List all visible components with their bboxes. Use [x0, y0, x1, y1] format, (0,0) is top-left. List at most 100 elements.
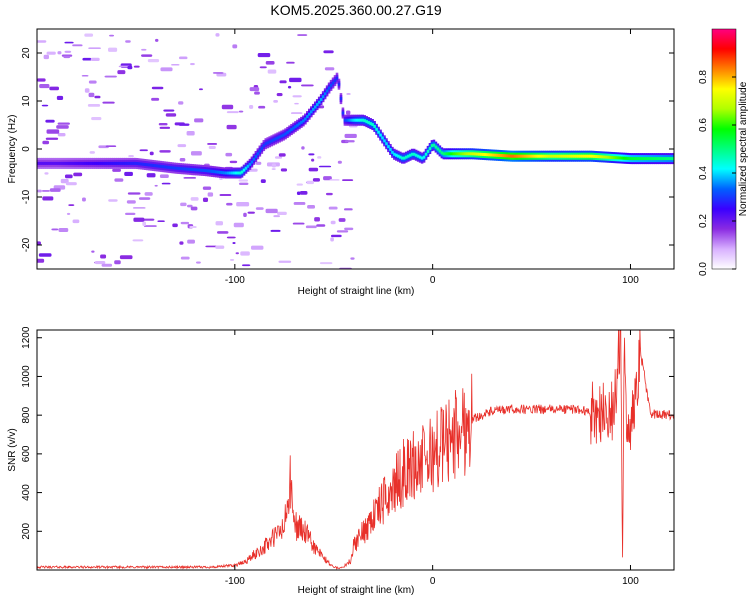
spectrogram-noise-blob — [232, 241, 236, 245]
spectrogram-ridge-segment — [492, 153, 495, 157]
spectrogram-noise-blob — [311, 158, 315, 162]
spectrogram-ridge-segment — [571, 154, 574, 158]
spectrogram-ridge-segment — [181, 167, 184, 171]
spectrogram-noise-blob — [226, 111, 239, 114]
spectrogram-noise-blob — [124, 171, 133, 177]
spectrogram-noise-blob — [186, 131, 195, 136]
spectrogram-ridge-segment — [563, 154, 566, 158]
spectrogram-noise-blob — [255, 161, 262, 165]
spectrogram-ridge-segment — [549, 154, 552, 158]
spectrogram-noise-blob — [104, 75, 117, 78]
spectrogram-ridge-segment — [122, 161, 125, 165]
spectrogram-ridge-segment — [68, 161, 72, 165]
spectrogram-noise-blob — [109, 34, 115, 37]
spectrogram-noise-blob — [82, 57, 92, 61]
spectrogram-ridge-segment — [424, 152, 428, 156]
spectrogram-noise-blob — [171, 64, 180, 66]
spectrogram-noise-blob — [88, 47, 101, 50]
spectrogram-ridge-segment — [586, 154, 590, 158]
spectrogram-noise-blob — [202, 186, 212, 190]
spectrogram-noise-blob — [88, 80, 97, 84]
spectrogram-ridge-segment — [260, 146, 264, 150]
spectrogram-noise-blob — [112, 168, 121, 172]
spectrogram-noise-blob — [100, 254, 107, 259]
spectrogram-noise-blob — [151, 86, 164, 90]
snr-panel: -100 0 100 200 400 600 800 1000 1200 Height of … — [7, 326, 675, 596]
spectrogram-ridge-segment — [373, 124, 376, 128]
spectrogram-noise-blob — [289, 77, 302, 83]
spectrogram-noise-blob — [183, 177, 197, 179]
spectrogram-ridge-segment — [54, 161, 58, 165]
spectrogram-ridge-segment — [262, 144, 266, 148]
spectrogram-y-tick-label: -10 — [21, 189, 32, 204]
spectrogram-ridge-segment — [288, 129, 291, 133]
spectrogram-noise-blob — [271, 163, 277, 168]
spectrogram-noise-blob — [189, 226, 197, 229]
spectrogram-noise-blob — [286, 61, 295, 64]
spectrogram-ridge-segment — [519, 154, 523, 158]
spectrogram-ridge-segment — [317, 100, 321, 104]
spectrogram-noise-blob — [240, 251, 250, 256]
spectrogram-noise-blob — [235, 252, 239, 255]
spectrogram-noise-blob — [65, 182, 77, 186]
spectrogram-noise-blob — [56, 125, 69, 129]
spectrogram-ridge-segment — [201, 168, 204, 172]
spectrogram-ridge-segment — [62, 161, 66, 165]
spectrogram-ridge-segment — [167, 165, 171, 169]
spectrogram-ridge-segment — [652, 157, 655, 161]
spectrogram-noise-blob — [49, 188, 61, 192]
spectrogram-noise-blob — [271, 168, 276, 170]
spectrogram-ridge-segment — [128, 161, 131, 165]
spectrogram-ridge-segment — [527, 154, 531, 158]
spectrogram-noise-blob — [91, 250, 95, 253]
spectrogram-ridge-segment — [612, 156, 616, 160]
spectrogram-ridge-segment — [555, 154, 558, 158]
spectrogram-noise-blob — [336, 230, 349, 233]
spectrogram-ridge-segment — [484, 153, 487, 157]
spectrogram-noise-blob — [278, 153, 286, 157]
spectrogram-ridge-segment — [310, 110, 313, 114]
spectrogram-noise-blob — [159, 174, 169, 179]
spectrogram-ridge-segment — [124, 161, 127, 165]
spectrogram-ridge-segment — [395, 153, 398, 157]
spectrogram-ridge-segment — [381, 136, 384, 140]
spectrogram-ridge-segment — [446, 152, 450, 156]
snr-background — [37, 330, 674, 570]
spectrogram-noise-blob — [139, 149, 148, 152]
spectrogram-ridge-segment — [377, 130, 380, 134]
colorbar-ticks: 0.0 0.2 0.4 0.6 0.8 — [698, 28, 737, 276]
spectrogram-noise-blob — [57, 122, 70, 125]
spectrogram-ridge-segment — [98, 161, 101, 165]
spectrogram-noise-blob — [146, 173, 156, 178]
spectrogram-noise-blob — [331, 234, 342, 238]
spectrogram-ridge-segment — [606, 155, 610, 159]
spectrogram-ridge-segment — [298, 122, 301, 126]
spectrogram-ridge-segment — [478, 152, 481, 156]
spectrogram-ridge-segment — [173, 166, 177, 170]
spectrogram-ridge-segment — [432, 143, 436, 147]
spectrogram-ridge-segment — [654, 157, 657, 161]
spectrogram-ridge-segment — [416, 154, 420, 158]
spectrogram-noise-blob — [149, 151, 154, 156]
spectrogram-ridge-segment — [110, 161, 113, 165]
spectrogram-noise-blob — [232, 44, 238, 49]
spectrogram-noise-blob — [270, 229, 281, 232]
spectrogram-ridge-segment — [610, 155, 614, 159]
spectrogram-ridge-segment — [266, 141, 270, 145]
spectrogram-ridge-segment — [440, 151, 444, 155]
spectrogram-ridge-segment — [220, 171, 224, 175]
spectrogram-noise-blob — [81, 74, 89, 77]
spectrogram-ridge-segment — [37, 161, 40, 165]
spectrogram-ridge-segment — [638, 157, 641, 161]
spectrogram-noise-blob — [307, 204, 316, 209]
spectrogram-ridge-segment — [315, 103, 319, 107]
colorbar: 0.0 0.2 0.4 0.6 0.8 Normalized spectral ampl… — [698, 28, 749, 276]
spectrogram-ridge-segment — [517, 154, 521, 158]
spectrogram-ridge-segment — [90, 161, 93, 165]
spectrogram-ridge-segment — [600, 155, 604, 159]
spectrogram-ridge-segment — [104, 161, 107, 165]
spectrogram-ridge-segment — [92, 161, 95, 165]
spectrogram-noise-blob — [159, 150, 171, 153]
spectrogram-noise-blob — [301, 84, 314, 87]
spectrogram-noise-blob — [178, 123, 190, 126]
